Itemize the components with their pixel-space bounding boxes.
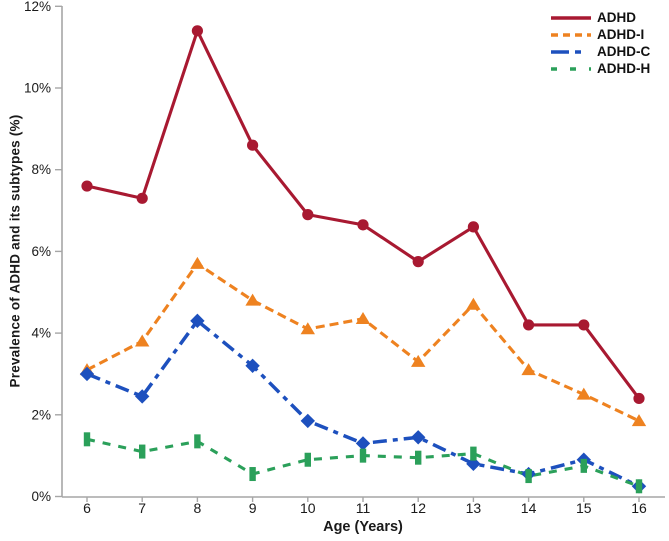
x-tick-label: 14: [521, 500, 537, 516]
series-line-ADHD: [86, 26, 641, 400]
marker-ADHD-H: [83, 432, 91, 447]
legend-item-ADHD: ADHD: [551, 11, 650, 25]
legend-label: ADHD-H: [597, 61, 651, 76]
marker-ADHD-C: [300, 413, 315, 429]
marker-ADHD-H: [635, 479, 643, 494]
x-tick-label: 9: [249, 500, 257, 516]
legend-item-ADHD-C: ADHD-C: [551, 45, 650, 59]
x-tick-label: 6: [83, 500, 91, 516]
x-tick-label: 11: [356, 500, 371, 516]
series-line-ADHD-I: [86, 261, 640, 423]
y-tick-label: 8%: [31, 162, 51, 177]
marker-ADHD-I: [190, 256, 205, 269]
legend-line-sample: [551, 67, 591, 71]
marker-ADHD-I: [135, 334, 150, 347]
marker-ADHD: [81, 180, 93, 192]
marker-ADHD-C: [135, 389, 150, 404]
x-tick-label: 12: [410, 500, 426, 516]
marker-ADHD-I: [466, 297, 481, 310]
x-tick-label: 15: [576, 500, 592, 516]
y-tick-label: 12%: [24, 0, 51, 14]
legend-label: ADHD: [597, 10, 636, 25]
marker-ADHD-H: [525, 469, 532, 484]
marker-ADHD-H: [194, 434, 201, 449]
marker-ADHD-H: [249, 467, 256, 482]
marker-ADHD: [412, 256, 424, 268]
marker-ADHD-C: [355, 436, 371, 451]
marker-ADHD: [523, 319, 535, 331]
x-tick-label: 7: [138, 500, 146, 516]
marker-ADHD: [357, 219, 369, 231]
legend-item-ADHD-I: ADHD-I: [551, 28, 650, 42]
marker-ADHD-I: [411, 354, 426, 367]
legend-line-sample: [551, 16, 591, 20]
marker-ADHD-H: [415, 450, 422, 465]
marker-ADHD-I: [300, 322, 315, 335]
marker-ADHD: [302, 209, 314, 221]
y-tick-label: 4%: [31, 326, 51, 341]
x-tick-label: 8: [194, 500, 202, 516]
marker-ADHD-H: [470, 446, 477, 461]
marker-ADHD: [136, 192, 148, 204]
marker-ADHD: [191, 25, 203, 37]
marker-ADHD-C: [245, 358, 260, 373]
x-tick-label: 10: [300, 500, 316, 516]
x-axis-title: Age (Years): [323, 519, 403, 535]
marker-ADHD-C: [79, 366, 95, 382]
marker-ADHD-I: [576, 387, 591, 400]
marker-ADHD-I: [245, 293, 260, 306]
marker-ADHD-H: [359, 448, 367, 463]
marker-ADHD-I: [355, 312, 371, 325]
x-tick-label: 13: [466, 500, 482, 516]
marker-ADHD-H: [304, 452, 311, 467]
legend-label: ADHD-I: [597, 27, 645, 42]
marker-ADHD: [633, 392, 645, 405]
legend-item-ADHD-H: ADHD-H: [551, 62, 650, 76]
legend-line-sample: [551, 50, 591, 54]
marker-ADHD: [578, 319, 590, 331]
marker-ADHD-C: [466, 456, 481, 472]
y-axis-title: Prevalence of ADHD and its subtypes (%): [7, 114, 23, 388]
y-tick-label: 2%: [31, 407, 51, 422]
marker-ADHD-I: [521, 363, 536, 376]
marker-ADHD-H: [139, 444, 146, 459]
marker-ADHD-C: [190, 313, 205, 329]
legend: ADHD ADHD-I ADHD-C ADHD-H: [551, 11, 650, 76]
marker-ADHD-C: [411, 430, 426, 445]
x-tick-label: 16: [631, 500, 647, 516]
legend-label: ADHD-C: [597, 44, 651, 59]
y-tick-label: 0%: [31, 489, 51, 504]
marker-ADHD-I: [631, 414, 647, 427]
marker-ADHD: [247, 139, 259, 151]
legend-line-sample: [551, 33, 591, 37]
marker-ADHD: [467, 221, 479, 233]
y-tick-label: 6%: [31, 244, 51, 259]
y-tick-label: 10%: [24, 81, 51, 96]
marker-ADHD-H: [580, 458, 587, 473]
